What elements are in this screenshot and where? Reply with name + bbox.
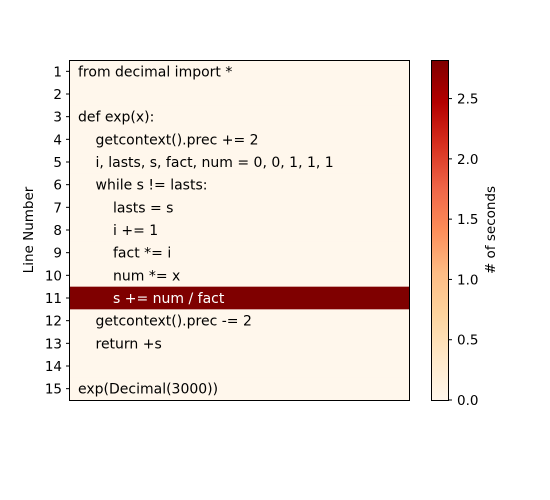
y-tick-label: 10 (45, 268, 62, 284)
heatmap-rows: from decimal import * def exp(x): getconte… (70, 60, 410, 401)
y-tick-label: 13 (45, 336, 62, 352)
y-tick-label: 3 (53, 110, 62, 126)
y-tick-label: 14 (45, 359, 62, 375)
heatmap-cell-line-15 (70, 377, 410, 401)
colorbar-label: # of seconds (483, 186, 499, 274)
colorbar-tick-label: 2.5 (457, 92, 478, 108)
y-tick-label: 1 (53, 64, 62, 80)
heatmap-cell-line-11 (70, 286, 410, 310)
code-line-9: fact *= i (113, 246, 171, 262)
colorbar-tick-label: 0.0 (457, 393, 478, 409)
heatmap-cell-line-7 (70, 196, 410, 219)
heatmap-cell-line-12 (70, 309, 410, 333)
heatmap-cell-line-3 (70, 105, 410, 129)
code-line-5: i, lasts, s, fact, num = 0, 0, 1, 1, 1 (96, 155, 334, 171)
colorbar (431, 60, 448, 400)
code-line-6: while s != lasts: (96, 178, 208, 194)
y-tick-label: 6 (53, 178, 62, 194)
code-line-4: getcontext().prec += 2 (96, 132, 259, 148)
code-line-10: num *= x (113, 268, 180, 284)
code-line-8: i += 1 (113, 223, 158, 239)
colorbar-tick-label: 0.5 (457, 333, 478, 349)
heatmap-cell-line-5 (70, 150, 410, 174)
heatmap-cell-line-6 (70, 173, 410, 197)
y-tick-label: 12 (45, 314, 62, 330)
heatmap-cell-line-9 (70, 241, 410, 265)
heatmap-cell-line-1 (70, 60, 410, 83)
code-line-13: return +s (96, 336, 162, 352)
heatmap-cell-line-4 (70, 128, 410, 151)
colorbar-tick-label: 1.5 (457, 212, 478, 228)
y-axis-label: Line Number (21, 186, 37, 273)
colorbar-tick-label: 1.0 (457, 272, 478, 288)
y-tick-label: 5 (53, 155, 62, 171)
y-tick-label: 11 (45, 291, 62, 307)
code-line-7: lasts = s (113, 200, 173, 216)
code-line-15: exp(Decimal(3000)) (78, 382, 218, 398)
y-tick-label: 4 (53, 132, 62, 148)
y-tick-label: 2 (53, 87, 62, 103)
code-line-12: getcontext().prec -= 2 (96, 314, 252, 330)
heatmap-cell-line-14 (70, 354, 410, 378)
code-line-11: s += num / fact (113, 291, 225, 307)
heatmap-cell-line-2 (70, 82, 410, 106)
y-tick-label: 8 (53, 223, 62, 239)
y-tick-label: 9 (53, 246, 62, 262)
colorbar-tick-label: 2.0 (457, 152, 478, 168)
code-line-1: from decimal import * (78, 64, 232, 80)
heatmap-cell-line-8 (70, 218, 410, 242)
heatmap-cell-line-13 (70, 332, 410, 355)
heatmap-cell-line-10 (70, 264, 410, 287)
y-tick-label: 15 (45, 382, 62, 398)
code-line-3: def exp(x): (78, 110, 154, 126)
y-tick-label: 7 (53, 200, 62, 216)
colorbar-frame (431, 60, 449, 401)
colorbar-ticks: 0.0 0.5 1.0 1.5 2.0 2.5 (448, 92, 478, 409)
